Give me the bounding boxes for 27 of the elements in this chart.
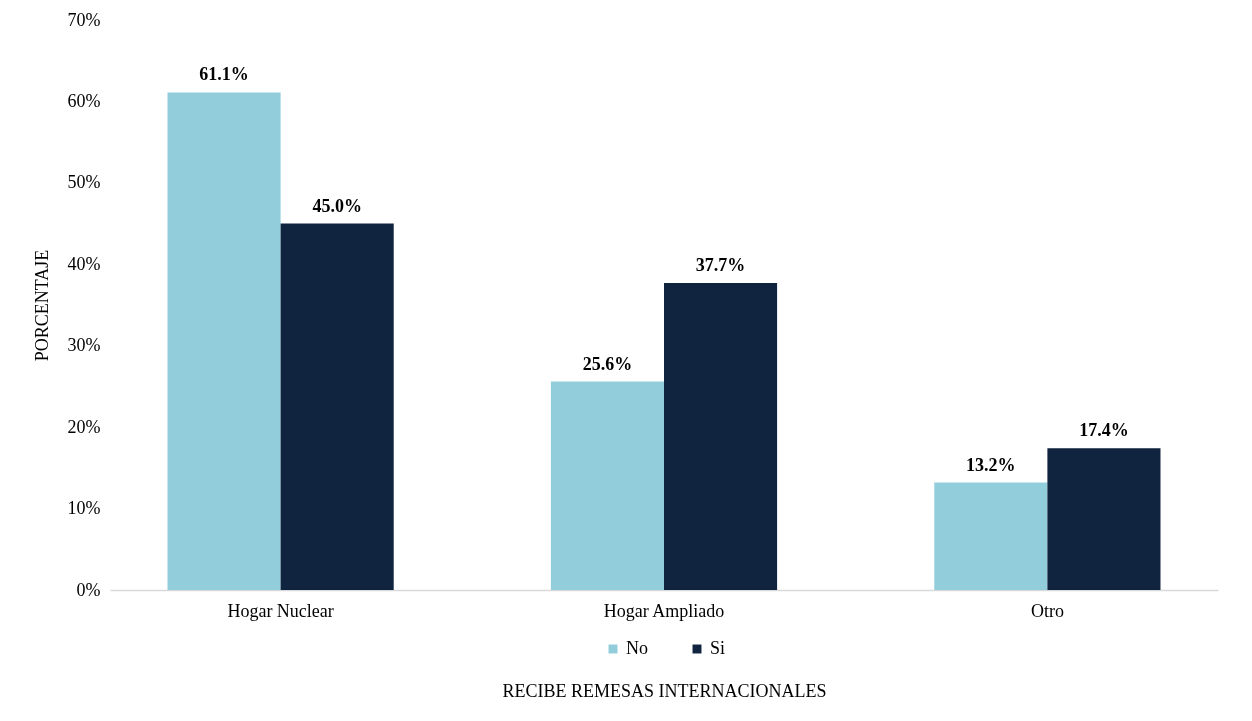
y-tick-label: 20%	[67, 416, 101, 437]
x-tick-label: Hogar Nuclear	[227, 600, 334, 621]
legend-label: No	[626, 638, 648, 658]
bar	[550, 381, 664, 590]
data-label: 25.6%	[582, 353, 633, 374]
data-label: 45.0%	[312, 195, 362, 216]
y-tick-label: 40%	[67, 253, 101, 274]
bar	[1047, 448, 1161, 590]
bar	[664, 283, 778, 590]
y-tick-label: 60%	[67, 90, 101, 111]
y-tick-label: 70%	[67, 9, 101, 30]
y-axis-title: PORCENTAJE	[31, 249, 52, 362]
y-tick-label: 0%	[76, 579, 101, 600]
x-axis-title: RECIBE REMESAS INTERNACIONALES	[502, 680, 827, 701]
y-tick-label: 10%	[67, 498, 101, 519]
data-label: 17.4%	[1079, 420, 1129, 441]
data-label: 61.1%	[199, 64, 249, 85]
x-tick-label: Otro	[1030, 600, 1064, 621]
x-tick-label: Hogar Ampliado	[603, 600, 725, 621]
legend-label: Si	[710, 638, 726, 658]
y-tick-label: 50%	[67, 172, 101, 193]
bar	[167, 92, 281, 590]
data-label: 37.7%	[695, 255, 746, 276]
bar	[280, 223, 394, 590]
data-label: 13.2%	[966, 454, 1016, 475]
bar	[934, 482, 1048, 590]
y-tick-label: 30%	[67, 335, 101, 356]
